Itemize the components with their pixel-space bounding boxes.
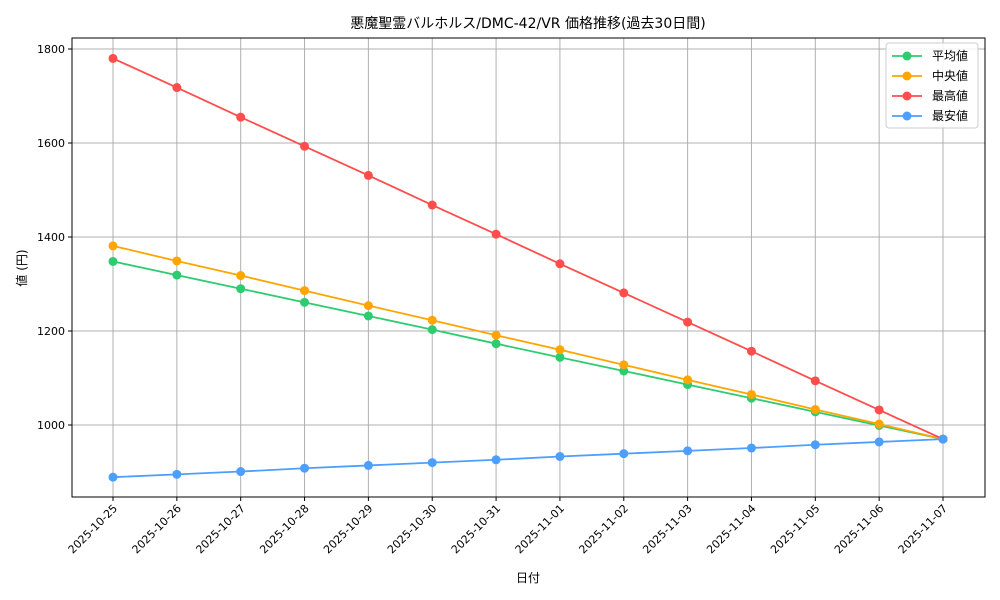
y-tick-label: 1200 bbox=[37, 325, 65, 338]
y-axis-ticks: 1000 1200 1400 1600 1800 bbox=[37, 43, 72, 432]
legend-marker-icon bbox=[902, 71, 912, 81]
data-point bbox=[555, 451, 565, 461]
series-0 bbox=[108, 256, 948, 444]
series-line bbox=[112, 438, 944, 479]
x-tick-label: 2025-11-05 bbox=[768, 502, 822, 556]
data-point bbox=[108, 256, 118, 266]
x-tick-label: 2025-11-02 bbox=[576, 502, 630, 556]
x-tick-label: 2025-11-03 bbox=[640, 502, 694, 556]
plot-area-frame bbox=[71, 37, 986, 498]
data-point bbox=[491, 339, 501, 349]
data-point bbox=[491, 455, 501, 465]
data-point bbox=[491, 229, 501, 239]
data-point bbox=[683, 446, 693, 456]
data-point bbox=[172, 256, 182, 266]
series-2 bbox=[108, 53, 948, 444]
data-point bbox=[874, 437, 884, 447]
data-point bbox=[363, 311, 373, 321]
legend-marker-icon bbox=[902, 91, 912, 101]
series-3 bbox=[108, 434, 948, 482]
data-point bbox=[746, 389, 756, 399]
data-point bbox=[236, 467, 246, 477]
legend-marker-icon bbox=[902, 111, 912, 121]
y-tick-label: 1600 bbox=[37, 137, 65, 150]
data-point bbox=[746, 443, 756, 453]
data-point bbox=[555, 352, 565, 362]
x-tick-label: 2025-10-30 bbox=[385, 502, 439, 556]
data-point bbox=[427, 458, 437, 468]
data-point bbox=[300, 463, 310, 473]
series-line bbox=[112, 245, 944, 440]
data-point bbox=[363, 301, 373, 311]
data-point bbox=[300, 286, 310, 296]
y-tick-label: 1400 bbox=[37, 231, 65, 244]
data-point bbox=[427, 315, 437, 325]
legend-label: 最安値 bbox=[932, 108, 968, 123]
series-line bbox=[112, 57, 944, 440]
data-point bbox=[427, 200, 437, 210]
legend-marker-icon bbox=[902, 51, 912, 61]
x-tick-label: 2025-11-06 bbox=[832, 502, 886, 556]
data-point bbox=[683, 375, 693, 385]
data-point bbox=[236, 271, 246, 281]
data-point bbox=[363, 460, 373, 470]
data-point bbox=[236, 284, 246, 294]
data-point bbox=[555, 345, 565, 355]
x-tick-label: 2025-10-25 bbox=[66, 502, 120, 556]
x-tick-label: 2025-11-04 bbox=[704, 502, 758, 556]
data-point bbox=[683, 317, 693, 327]
legend-label: 最高値 bbox=[932, 88, 968, 103]
data-point bbox=[108, 241, 118, 251]
x-tick-label: 2025-10-28 bbox=[257, 502, 311, 556]
x-tick-label: 2025-10-26 bbox=[130, 502, 184, 556]
data-point bbox=[746, 346, 756, 356]
data-point bbox=[810, 440, 820, 450]
x-tick-label: 2025-11-01 bbox=[513, 502, 567, 556]
data-point bbox=[363, 170, 373, 180]
data-point bbox=[300, 141, 310, 151]
data-point bbox=[810, 376, 820, 386]
y-axis-label: 値 (円) bbox=[14, 249, 29, 286]
data-point bbox=[938, 434, 948, 444]
data-point bbox=[172, 83, 182, 93]
data-point bbox=[555, 259, 565, 269]
data-point bbox=[491, 330, 501, 340]
data-series bbox=[108, 53, 948, 482]
data-point bbox=[172, 270, 182, 280]
x-tick-label: 2025-11-07 bbox=[896, 502, 950, 556]
data-point bbox=[619, 288, 629, 298]
data-point bbox=[427, 325, 437, 335]
x-axis-ticks: 2025-10-25 2025-10-26 2025-10-27 2025-10-28… bbox=[66, 497, 950, 556]
series-line bbox=[112, 260, 944, 440]
data-point bbox=[619, 360, 629, 370]
x-tick-label: 2025-10-27 bbox=[193, 502, 247, 556]
data-point bbox=[874, 405, 884, 415]
y-tick-label: 1800 bbox=[37, 43, 65, 56]
series-1 bbox=[108, 241, 948, 444]
data-point bbox=[108, 53, 118, 63]
data-point bbox=[236, 112, 246, 122]
data-point bbox=[300, 297, 310, 307]
data-point bbox=[172, 469, 182, 479]
data-point bbox=[874, 419, 884, 429]
data-point bbox=[108, 472, 118, 482]
x-tick-label: 2025-10-29 bbox=[321, 502, 375, 556]
y-tick-label: 1000 bbox=[37, 419, 65, 432]
legend-box bbox=[885, 42, 979, 129]
data-point bbox=[619, 449, 629, 459]
data-point bbox=[810, 404, 820, 414]
legend-label: 中央値 bbox=[932, 68, 968, 83]
x-axis-label: 日付 bbox=[516, 571, 540, 585]
chart-title: 悪魔聖霊バルホルス/DMC-42/VR 価格推移(過去30日間) bbox=[350, 16, 705, 32]
x-tick-label: 2025-10-31 bbox=[449, 502, 503, 556]
legend-label: 平均値 bbox=[932, 48, 968, 63]
